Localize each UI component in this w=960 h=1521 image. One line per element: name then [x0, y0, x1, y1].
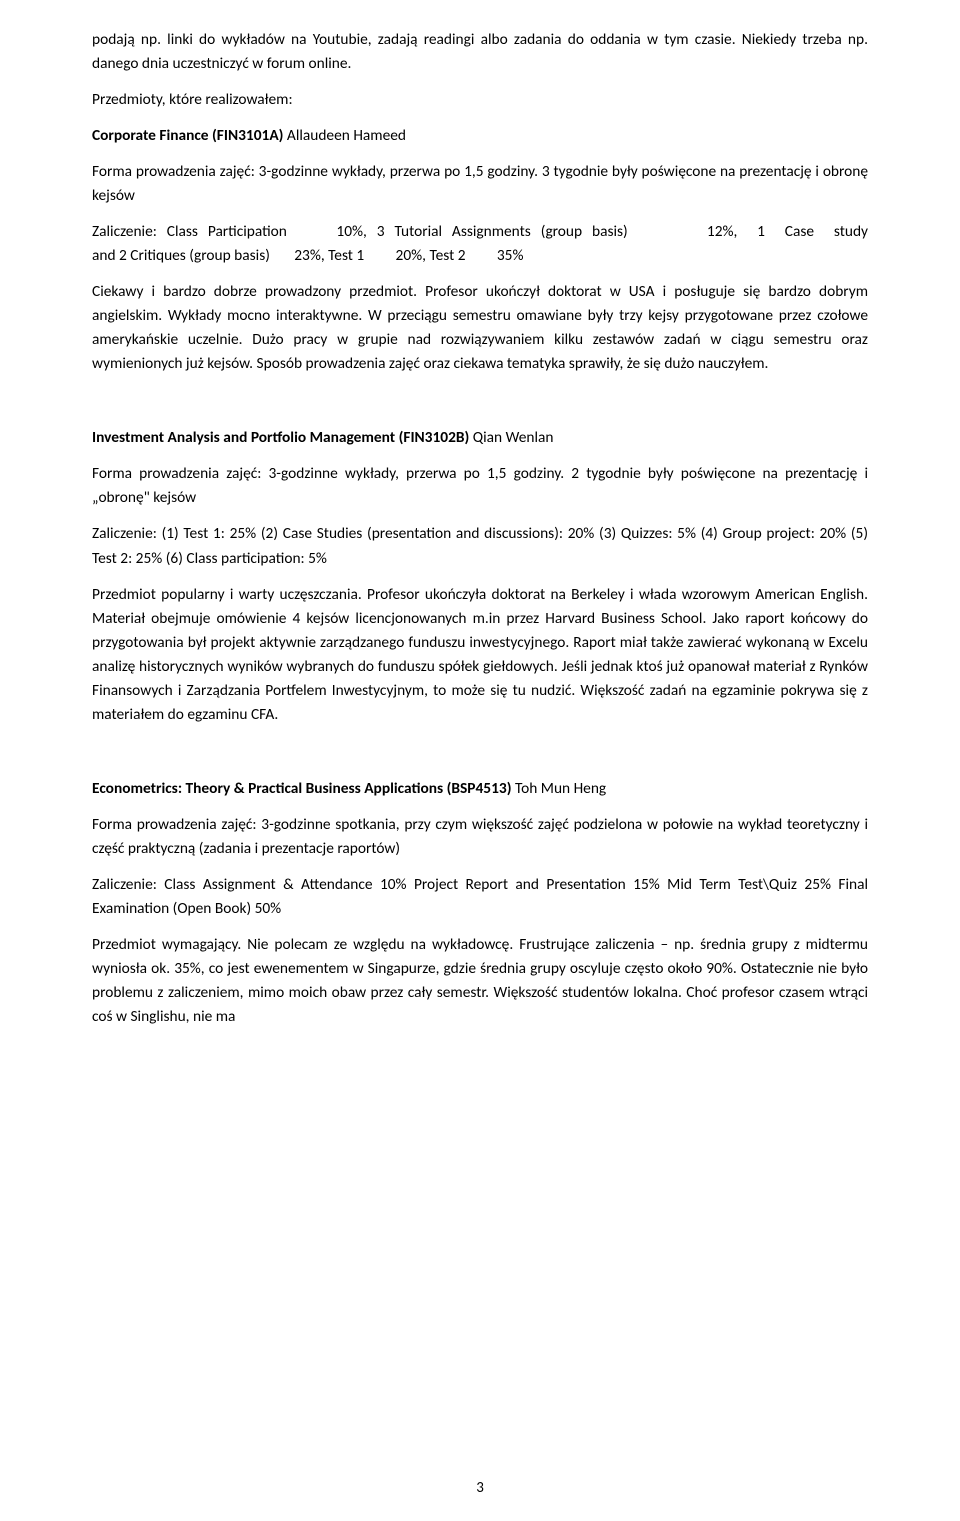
page: podają np. linki do wykładów na Youtubie…: [0, 0, 960, 1521]
course3-zaliczenie: Zaliczenie: Class Assignment & Attendanc…: [92, 873, 868, 921]
spacer: [92, 739, 868, 777]
course2-lecturer: Qian Wenlan: [473, 428, 554, 447]
page-number: 3: [0, 1479, 960, 1497]
course1-zaliczenie-line1: Zaliczenie: Class Participation 10%, 3 T…: [92, 220, 868, 244]
course1-zaliczenie-line2: and 2 Critiques (group basis) 23%, Test …: [92, 244, 868, 268]
course1-description: Ciekawy i bardzo dobrze prowadzony przed…: [92, 280, 868, 376]
course3-description: Przedmiot wymagający. Nie polecam ze wzg…: [92, 933, 868, 1029]
course1-title-bold: Corporate Finance (FIN3101A): [92, 126, 287, 145]
course1-lecturer: Allaudeen Hameed: [287, 126, 406, 145]
course1-forma: Forma prowadzenia zajęć: 3-godzinne wykł…: [92, 160, 868, 208]
course3-title: Econometrics: Theory & Practical Busines…: [92, 777, 868, 801]
course3-title-bold: Econometrics: Theory & Practical Busines…: [92, 779, 515, 798]
course2-description: Przedmiot popularny i warty uczęszczania…: [92, 583, 868, 727]
course2-forma: Forma prowadzenia zajęć: 3-godzinne wykł…: [92, 462, 868, 510]
course1-title: Corporate Finance (FIN3101A) Allaudeen H…: [92, 124, 868, 148]
course2-title: Investment Analysis and Portfolio Manage…: [92, 426, 868, 450]
intro-paragraph-2: Przedmioty, które realizowałem:: [92, 88, 868, 112]
course2-title-bold: Investment Analysis and Portfolio Manage…: [92, 428, 473, 447]
course2-zaliczenie: Zaliczenie: (1) Test 1: 25% (2) Case Stu…: [92, 522, 868, 570]
intro-paragraph-1: podają np. linki do wykładów na Youtubie…: [92, 28, 868, 76]
course3-lecturer: Toh Mun Heng: [515, 779, 606, 798]
spacer: [92, 388, 868, 426]
course3-forma: Forma prowadzenia zajęć: 3-godzinne spot…: [92, 813, 868, 861]
